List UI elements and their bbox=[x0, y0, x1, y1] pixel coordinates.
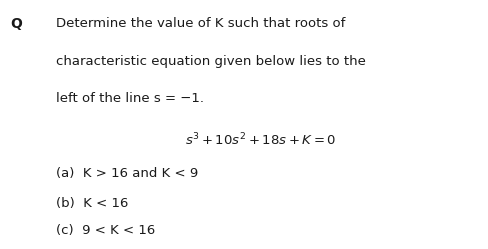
Text: left of the line s = −1.: left of the line s = −1. bbox=[56, 92, 204, 105]
Text: (a)  K > 16 and K < 9: (a) K > 16 and K < 9 bbox=[56, 167, 198, 180]
Text: Q: Q bbox=[11, 17, 22, 31]
Text: Determine the value of K such that roots of: Determine the value of K such that roots… bbox=[56, 17, 346, 30]
Text: (b)  K < 16: (b) K < 16 bbox=[56, 197, 128, 210]
Text: (c)  9 < K < 16: (c) 9 < K < 16 bbox=[56, 224, 155, 237]
Text: $s^3 + 10s^2 + 18s + K = 0$: $s^3 + 10s^2 + 18s + K = 0$ bbox=[185, 132, 337, 149]
Text: characteristic equation given below lies to the: characteristic equation given below lies… bbox=[56, 55, 366, 68]
